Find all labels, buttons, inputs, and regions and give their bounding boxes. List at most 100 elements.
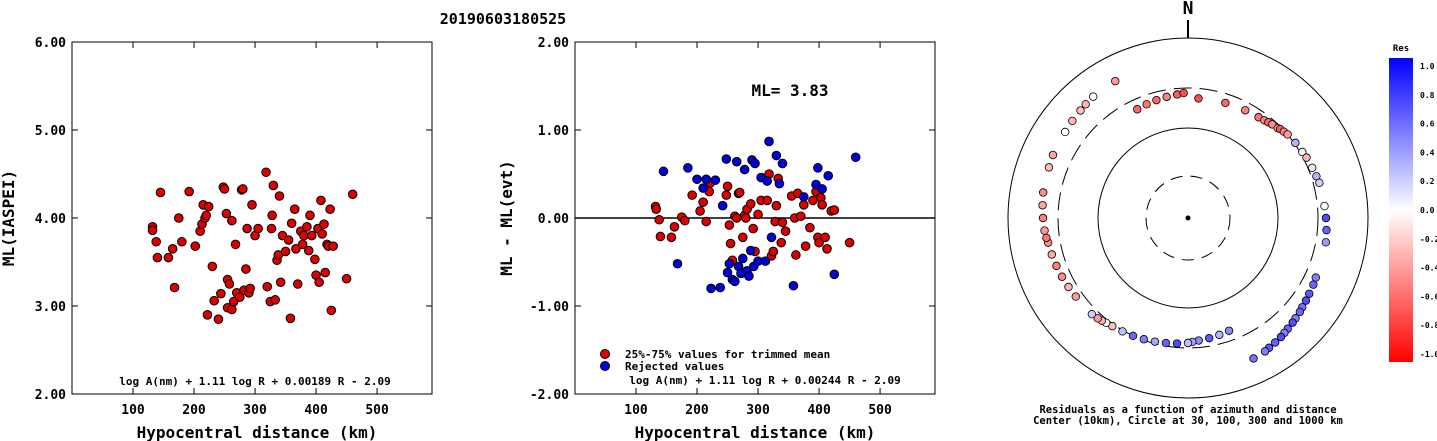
x-tick-label: 300 xyxy=(243,403,267,418)
data-point xyxy=(234,292,245,303)
y-axis-label: ML - ML(evt) xyxy=(497,160,516,276)
data-point xyxy=(799,200,809,210)
colorbar-tick-label: -0.2 xyxy=(1420,235,1437,244)
data-point xyxy=(744,271,754,281)
data-point xyxy=(766,232,777,243)
data-point xyxy=(167,244,178,254)
residual-point xyxy=(1038,213,1048,223)
data-point xyxy=(306,230,317,241)
residual-point xyxy=(1215,330,1224,340)
data-point xyxy=(760,256,771,266)
residual-point xyxy=(1076,106,1085,115)
residual-point xyxy=(1042,233,1051,243)
residual-point xyxy=(1221,98,1230,108)
x-tick-label: 200 xyxy=(182,403,206,418)
residual-point xyxy=(1311,273,1320,282)
residual-point xyxy=(1283,130,1292,139)
residual-point xyxy=(1291,138,1300,148)
data-point xyxy=(267,210,277,221)
y-tick-label: 2.00 xyxy=(538,36,569,51)
colorbar-tick-label: 0.6 xyxy=(1420,120,1435,129)
data-point xyxy=(808,195,818,206)
data-point xyxy=(289,204,300,214)
data-point xyxy=(262,281,273,292)
formula-label: log A(nm) + 1.11 log R + 0.00189 R - 2.0… xyxy=(119,375,391,388)
residual-point xyxy=(1276,332,1286,342)
data-point xyxy=(266,223,277,234)
residual-point xyxy=(1301,296,1311,305)
colorbar-title: Res xyxy=(1393,44,1409,54)
data-point xyxy=(651,204,661,214)
residual-point xyxy=(1270,338,1280,347)
data-point xyxy=(227,304,237,315)
x-tick-label: 100 xyxy=(121,403,145,418)
data-point xyxy=(745,199,756,209)
data-point xyxy=(155,187,166,198)
data-point xyxy=(698,183,708,193)
residual-point xyxy=(1087,309,1097,319)
data-point xyxy=(692,174,702,185)
y-axis-label: ML(IASPEI) xyxy=(0,170,18,266)
ml-vs-distance-panel: 100 200 300 400 500 2.00 3.00 4.00 5.00 6.00 Hyp… xyxy=(0,36,433,441)
residual-point xyxy=(1152,95,1161,105)
data-point xyxy=(317,229,327,239)
residual-point xyxy=(1071,292,1080,301)
x-tick-label: 100 xyxy=(624,403,648,418)
data-point xyxy=(280,246,291,257)
x-axis-label: Hypocentral distance (km) xyxy=(635,423,876,441)
data-point xyxy=(666,232,677,243)
data-point xyxy=(721,190,732,200)
circle-100km xyxy=(1097,127,1279,309)
data-point xyxy=(238,184,248,194)
residual-point xyxy=(1128,331,1138,341)
data-point xyxy=(303,245,314,256)
data-point xyxy=(737,232,748,243)
data-point xyxy=(305,210,315,221)
azimuth-residual-panel: N Residuals as a function of azimuth and… xyxy=(1007,0,1369,427)
data-point xyxy=(722,267,733,278)
data-point xyxy=(748,223,758,234)
data-point xyxy=(774,178,785,189)
ml-annotation: ML= 3.83 xyxy=(751,81,828,100)
data-point xyxy=(245,283,255,294)
data-point xyxy=(247,200,257,210)
data-point xyxy=(788,280,799,291)
data-point xyxy=(734,187,745,198)
data-point xyxy=(687,190,697,200)
residual-point xyxy=(1040,226,1049,235)
chart-title: 20190603180525 xyxy=(440,10,566,28)
residual-point xyxy=(1088,92,1098,101)
data-point xyxy=(745,245,756,256)
data-point xyxy=(152,252,163,263)
residual-point xyxy=(1302,153,1311,162)
data-point xyxy=(829,269,840,280)
residual-point xyxy=(1150,337,1160,346)
data-point xyxy=(710,175,721,185)
y-tick-label: 4.00 xyxy=(35,212,66,227)
colorbar-tick-label: -0.6 xyxy=(1420,292,1437,301)
residual-point xyxy=(1179,88,1188,98)
x-tick-label: 400 xyxy=(304,403,328,418)
data-point xyxy=(771,200,782,211)
residual-point xyxy=(1194,94,1203,103)
residual-point xyxy=(1320,201,1329,211)
data-point xyxy=(805,222,815,233)
data-point xyxy=(216,288,226,299)
data-point xyxy=(814,237,824,248)
colorbar-tick-label: 0.8 xyxy=(1420,91,1435,100)
data-point xyxy=(753,209,763,220)
data-point xyxy=(737,253,748,264)
data-point xyxy=(320,267,331,278)
formula-label: log A(nm) + 1.11 log R + 0.00244 R - 2.0… xyxy=(629,374,901,387)
residual-point xyxy=(1204,333,1214,343)
data-point xyxy=(739,164,750,175)
data-point xyxy=(319,219,329,229)
data-point xyxy=(341,273,352,284)
data-point xyxy=(791,250,801,260)
north-label: N xyxy=(1183,0,1194,19)
data-point xyxy=(817,200,827,210)
legend-label-trimmed: 25%-75% values for trimmed mean xyxy=(625,348,830,361)
data-point xyxy=(224,279,235,289)
data-point xyxy=(184,186,194,197)
